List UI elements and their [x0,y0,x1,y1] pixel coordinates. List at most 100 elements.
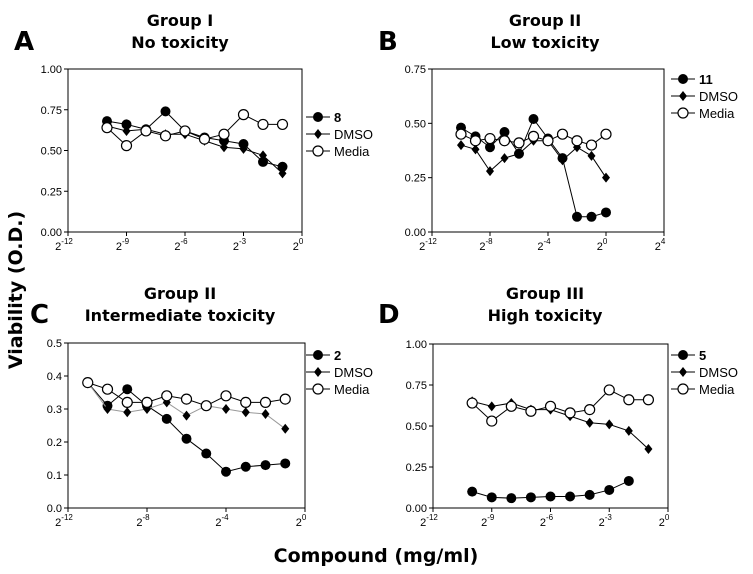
data-point [624,425,633,436]
legend-marker [313,112,323,122]
x-tick-label: 2-8 [479,237,493,253]
series-dmso [103,121,287,179]
x-tick-exponent: -4 [544,237,552,246]
data-point [466,397,478,409]
data-point [485,142,495,153]
data-point [506,493,517,504]
x-tick-exponent: 0 [302,513,307,522]
x-tick-label: 2-6 [174,237,188,253]
series-media [82,377,291,412]
y-tick-label: 0.25 [41,186,62,198]
data-point [602,172,610,183]
y-tick-label: 0.1 [47,470,62,482]
data-point [528,113,539,124]
data-point [486,492,497,503]
data-point [558,155,567,166]
data-point [471,144,480,155]
data-point [200,400,212,412]
x-tick-label: 2-6 [540,513,554,529]
data-point [487,401,496,412]
data-point [161,413,172,424]
panel-title: Group II [509,11,581,30]
x-tick-exponent: -8 [143,513,151,522]
x-tick-label: 2-4 [537,237,551,253]
panel-letter: B [378,27,398,57]
data-point [585,417,594,428]
legend-label: DMSO [334,365,373,380]
data-point [122,384,133,395]
panel-c: C Group II Intermediate toxicity 0.0 0.1 0.2 0… [30,284,373,529]
data-point [525,405,537,417]
data-point [121,119,132,130]
data-point [198,133,211,145]
data-point [498,135,511,147]
data-point [281,423,290,434]
legend-marker [677,107,689,119]
legend-marker [312,383,324,395]
data-point [140,125,152,137]
x-tick-label: 2-12 [55,513,73,529]
data-point [642,394,655,406]
x-tick-label: 2-3 [599,513,613,529]
legend-marker [314,129,322,139]
data-point [564,407,576,419]
legend-marker [678,350,688,360]
data-point [601,207,611,218]
x-tick-exponent: -3 [239,237,247,246]
data-point [644,443,653,454]
y-tick-label: 0.2 [47,437,62,449]
data-point [572,211,582,222]
data-point [261,408,270,419]
series-line [106,110,283,168]
x-tick-exponent: -6 [181,237,189,246]
x-tick-label: 2-12 [55,237,73,253]
data-point [457,140,465,151]
data-point [237,109,250,121]
panel-letter: A [14,27,34,57]
legend-marker [677,383,689,395]
x-tick-exponent: -9 [487,513,495,522]
data-point [276,118,289,131]
legend-label: 11 [699,72,713,87]
x-tick-label: 20 [597,237,608,253]
data-point [218,128,230,140]
data-point [141,396,153,408]
data-point [484,132,496,145]
legend-marker [679,91,687,101]
panel-subtitle: High toxicity [488,306,603,325]
data-point [455,128,467,140]
x-tick-exponent: -4 [222,513,230,522]
data-point [222,404,230,414]
data-point [469,135,482,147]
data-point [260,460,271,471]
data-point [240,461,251,472]
data-point [527,130,540,142]
data-point [467,486,478,497]
data-point [180,393,193,405]
data-point [584,489,595,500]
y-tick-label: 0.25 [405,173,426,185]
y-tick-label: 1.00 [406,339,427,351]
legend-label: 5 [699,348,706,363]
data-point [585,139,598,151]
data-point [103,404,112,414]
data-point [258,156,268,167]
panel-subtitle: Intermediate toxicity [85,306,276,325]
legend-label: DMSO [699,89,738,104]
data-point [160,106,171,117]
panel-b: B Group II Low toxicity 0.00 0.25 0.50 0.75 2-1… [378,11,738,253]
series-5 [467,475,634,504]
data-point [623,475,634,486]
y-tick-label: 0.4 [47,371,62,383]
panel-subtitle: No toxicity [131,33,229,52]
data-point [556,128,569,140]
data-point [221,466,231,477]
data-point [159,130,172,142]
data-point [515,148,523,159]
data-point [201,448,212,459]
panel-a: A Group I No toxicity 0.00 0.25 0.50 0.75 1.00 2… [14,11,373,253]
data-point [241,407,250,418]
x-tick-exponent: -12 [61,513,73,522]
data-point [513,137,525,149]
y-tick-label: 0.5 [47,338,62,350]
